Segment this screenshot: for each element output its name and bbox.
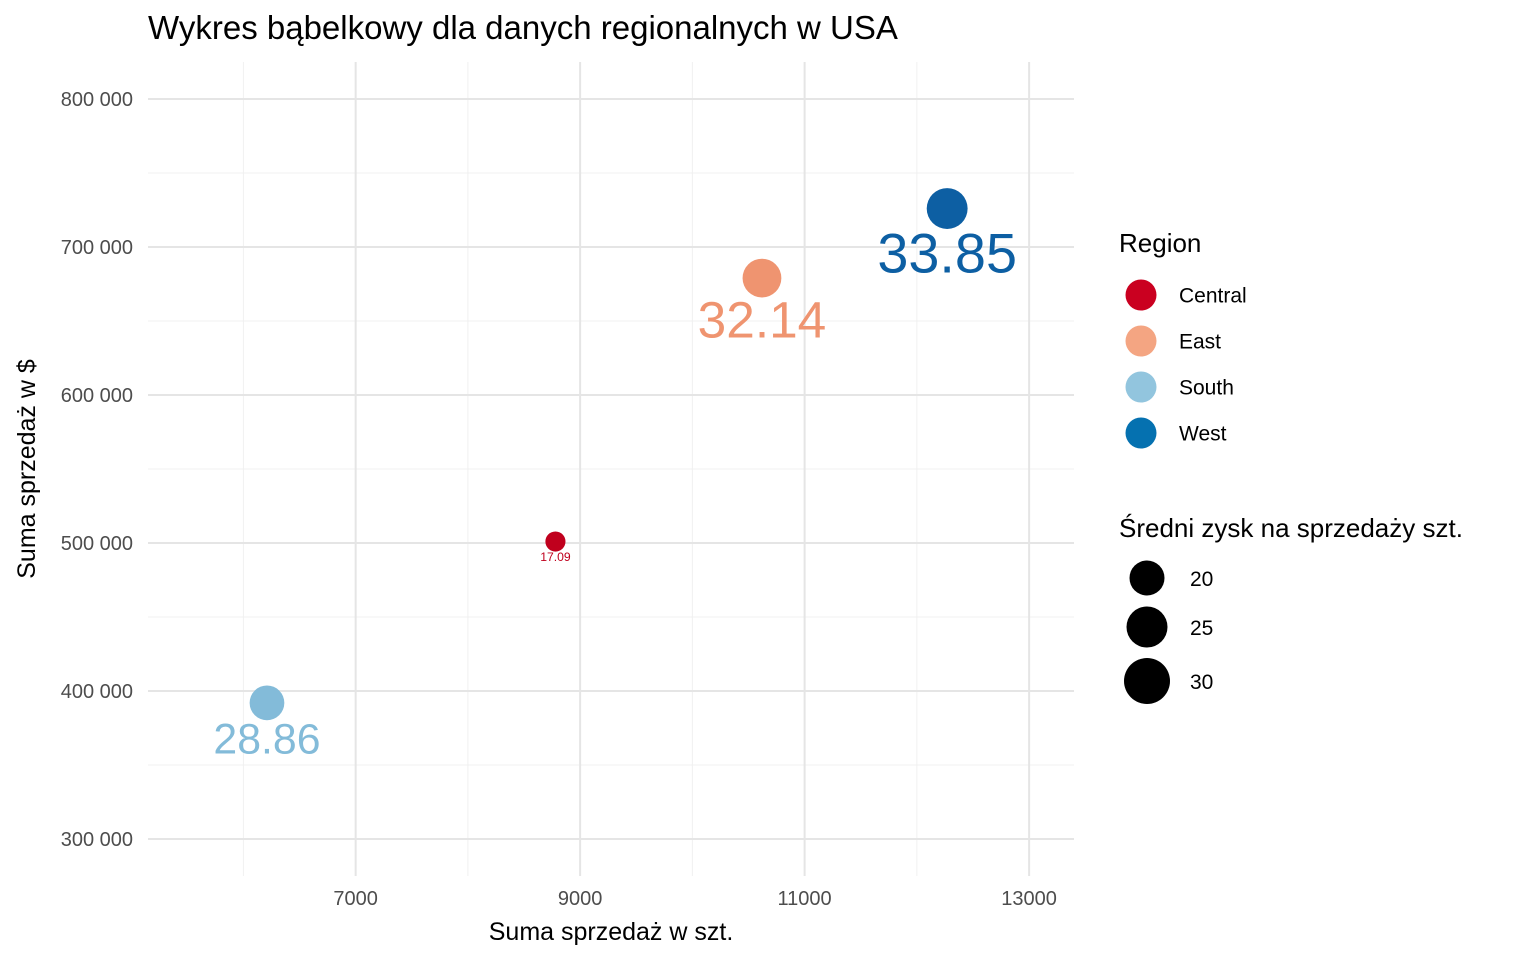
y-tick-label: 600 000: [61, 385, 133, 407]
bubble-label-central: 17.09: [540, 550, 571, 564]
size-legend-key-20: [1129, 560, 1165, 596]
data-points: [249, 188, 968, 721]
size-legend-label-30: 30: [1190, 671, 1213, 694]
size-legend-key-25: [1126, 606, 1168, 648]
bubble-west: [926, 188, 968, 229]
legend-key-central: [1125, 279, 1157, 311]
size-legend-label-25: 25: [1190, 617, 1213, 640]
legend-label-south: South: [1179, 377, 1234, 400]
x-tick-label: 13000: [1001, 888, 1057, 910]
y-axis-ticks: 300 000 400 000 500 000 600 000 700 000 800 0…: [61, 89, 133, 851]
y-tick-label: 500 000: [61, 533, 133, 555]
y-tick-label: 300 000: [61, 829, 133, 851]
size-legend-label-20: 20: [1190, 568, 1213, 591]
legend: Region Central East South West Średni zysk …: [1119, 228, 1463, 704]
size-legend-items: 20 25 30: [1124, 560, 1213, 704]
bubble-central: [545, 531, 566, 552]
x-tick-label: 7000: [333, 888, 378, 910]
legend-key-west: [1125, 417, 1157, 449]
y-tick-label: 700 000: [61, 237, 133, 259]
chart-title: Wykres bąbelkowy dla danych regionalnych…: [148, 9, 898, 46]
bubble-label-south: 28.86: [213, 716, 320, 764]
size-legend-title: Średni zysk na sprzedaży szt.: [1119, 513, 1463, 543]
point-labels: 17.09 32.14 28.86 33.85: [213, 221, 1017, 763]
x-axis-ticks: 7000 9000 11000 13000: [333, 888, 1057, 910]
bubble-label-east: 32.14: [698, 291, 827, 349]
bubble-east: [742, 258, 782, 298]
y-tick-label: 800 000: [61, 89, 133, 111]
y-tick-label: 400 000: [61, 681, 133, 703]
size-legend-key-30: [1124, 658, 1170, 704]
bubble-label-west: 33.85: [877, 221, 1017, 284]
legend-label-west: West: [1179, 423, 1227, 446]
x-tick-label: 11000: [778, 888, 832, 910]
color-legend-items: Central East South West: [1125, 279, 1247, 449]
legend-key-south: [1125, 371, 1157, 403]
y-axis-title: Suma sprzedaż w $: [13, 359, 41, 579]
x-axis-title: Suma sprzedaż w szt.: [489, 918, 734, 946]
bubble-south: [249, 685, 285, 721]
grid: [148, 62, 1074, 876]
x-tick-label: 9000: [558, 888, 603, 910]
legend-label-east: East: [1179, 331, 1221, 354]
legend-label-central: Central: [1179, 285, 1247, 308]
color-legend-title: Region: [1119, 228, 1201, 258]
legend-key-east: [1125, 325, 1157, 357]
